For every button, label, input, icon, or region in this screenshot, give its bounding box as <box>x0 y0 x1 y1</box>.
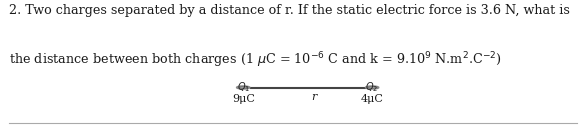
Circle shape <box>237 86 250 89</box>
Text: 9μC: 9μC <box>231 94 255 104</box>
Text: $Q_1$: $Q_1$ <box>237 80 250 94</box>
Text: $Q_2$: $Q_2$ <box>366 80 379 94</box>
Text: 4μC: 4μC <box>360 94 384 104</box>
Circle shape <box>368 87 376 88</box>
Text: the distance between both charges (1 $\mu$C = 10$^{-6}$ C and k = 9.10$^{9}$ N.m: the distance between both charges (1 $\m… <box>9 50 502 70</box>
Circle shape <box>366 86 379 89</box>
Text: r: r <box>311 92 316 102</box>
Text: 2. Two charges separated by a distance of r. If the static electric force is 3.6: 2. Two charges separated by a distance o… <box>9 4 570 17</box>
Circle shape <box>239 87 247 88</box>
